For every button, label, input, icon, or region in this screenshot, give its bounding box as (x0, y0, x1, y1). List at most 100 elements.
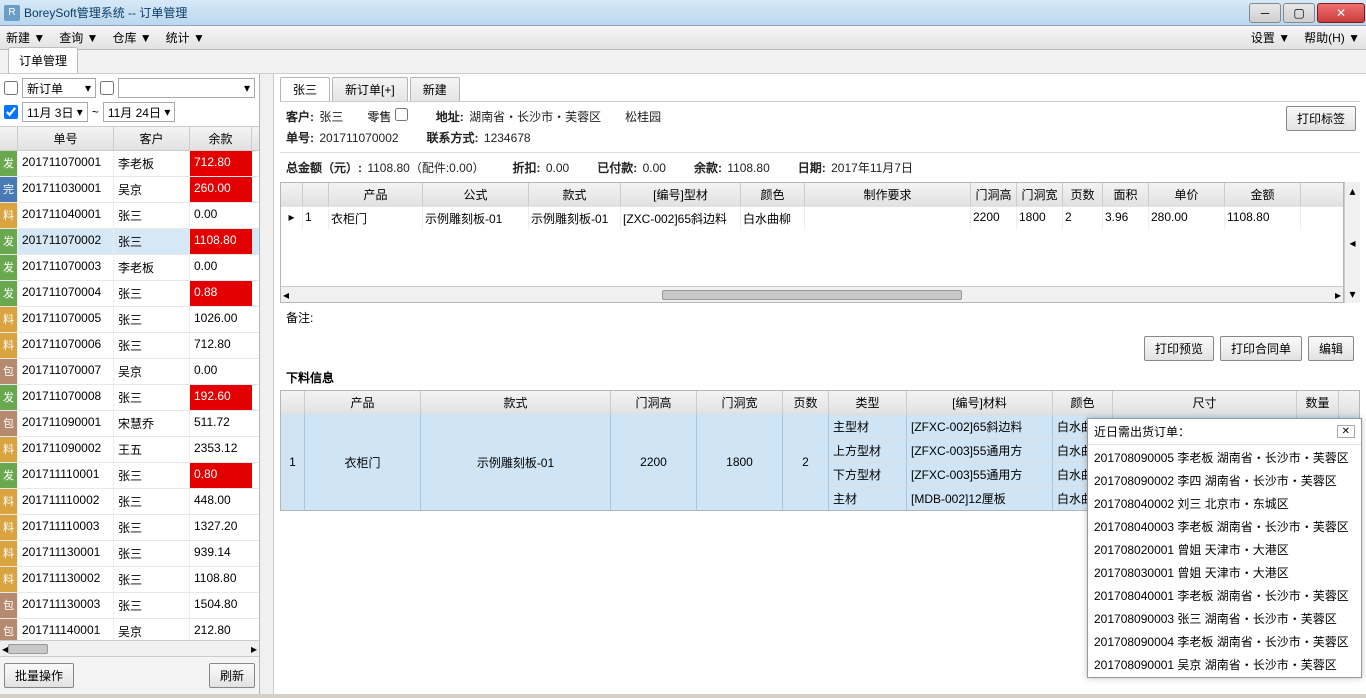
product-row[interactable]: ▸1衣柜门示例雕刻板-01示例雕刻板-01[ZXC-002]65斜边料白水曲柳2… (281, 206, 1343, 230)
menu-stats[interactable]: 统计 ▼ (166, 29, 205, 46)
order-row[interactable]: 发201711070008张三192.60 (0, 385, 259, 411)
order-row[interactable]: 完201711030001吴京260.00 (0, 177, 259, 203)
order-row[interactable]: 发201711070003李老板0.00 (0, 255, 259, 281)
batch-button[interactable]: 批量操作 (4, 663, 74, 688)
lbl-discount: 折扣: (513, 161, 541, 175)
material-grid-header: 产品款式门洞高门洞宽页数类型[编号]材料颜色尺寸数量 (281, 391, 1359, 414)
subtab-new-order[interactable]: 新订单[+] (332, 77, 408, 101)
menu-warehouse[interactable]: 仓库 ▼ (112, 29, 151, 46)
subtab-customer[interactable]: 张三 (280, 77, 330, 101)
order-row[interactable]: 包201711140001吴京212.80 (0, 619, 259, 640)
val-retail: 零售 (367, 110, 391, 124)
popup-item[interactable]: 201708040002 刘三 北京市・东城区 (1094, 495, 1355, 512)
col-bal-header: 余款 (190, 127, 252, 150)
product-vscroll[interactable]: ▴◂▾ (1344, 182, 1360, 303)
shipment-popup: 近日需出货订单： ✕ 201708090005 李老板 湖南省・长沙市・芙蓉区 2… (1087, 418, 1362, 678)
order-row[interactable]: 料201711130001张三939.14 (0, 541, 259, 567)
menubar: 新建 ▼ 查询 ▼ 仓库 ▼ 统计 ▼ 设置 ▼ 帮助(H) ▼ (0, 26, 1366, 50)
filter-extra-combo[interactable]: ▾ (118, 78, 255, 98)
popup-item[interactable]: 201708090001 吴京 湖南省・长沙市・芙蓉区 (1094, 656, 1355, 673)
refresh-button[interactable]: 刷新 (209, 663, 255, 688)
date-filter-check[interactable] (4, 105, 18, 119)
val-paid: 0.00 (643, 161, 666, 175)
print-label-button[interactable]: 打印标签 (1286, 106, 1356, 131)
menu-help[interactable]: 帮助(H) ▼ (1304, 29, 1360, 46)
lbl-balance: 余款: (694, 161, 722, 175)
col-cust-header: 客户 (114, 127, 190, 150)
order-row[interactable]: 料201711090002王五2353.12 (0, 437, 259, 463)
order-list[interactable]: 发201711070001李老板712.80完201711030001吴京260… (0, 151, 259, 640)
order-row[interactable]: 料201711070005张三1026.00 (0, 307, 259, 333)
filter-combo-label: 新订单 (27, 80, 63, 97)
page-tabs: 订单管理 (0, 50, 1366, 74)
popup-item[interactable]: 201708090003 张三 湖南省・长沙市・芙蓉区 (1094, 610, 1355, 627)
maximize-button[interactable]: ▢ (1283, 3, 1315, 23)
subtabs: 张三 新订单[+] 新建 (280, 78, 1360, 102)
popup-item[interactable]: 201708030001 曾姐 天津市・大港区 (1094, 564, 1355, 581)
order-row[interactable]: 料201711110003张三1327.20 (0, 515, 259, 541)
sidebar-hscroll[interactable]: ◂▸ (0, 640, 259, 656)
popup-item[interactable]: 201708090002 李四 湖南省・长沙市・芙蓉区 (1094, 472, 1355, 489)
print-preview-button[interactable]: 打印预览 (1144, 336, 1214, 361)
lbl-date: 日期: (798, 161, 826, 175)
lbl-customer: 客户: (286, 110, 314, 124)
popup-close-button[interactable]: ✕ (1337, 425, 1355, 438)
filter-check-2[interactable] (100, 81, 114, 95)
filter-status-combo[interactable]: 新订单▾ (22, 78, 96, 98)
date-to[interactable]: 11月 24日 ▾ (103, 102, 176, 122)
action-row: 打印预览 打印合同单 编辑 (280, 332, 1360, 365)
order-row[interactable]: 包201711130003张三1504.80 (0, 593, 259, 619)
menu-settings[interactable]: 设置 ▼ (1251, 29, 1290, 46)
subtab-new[interactable]: 新建 (410, 77, 460, 101)
popup-item[interactable]: 201708040001 李老板 湖南省・长沙市・芙蓉区 (1094, 587, 1355, 604)
tab-order-mgmt[interactable]: 订单管理 (8, 47, 78, 73)
order-row[interactable]: 发201711070002张三1108.80 (0, 229, 259, 255)
lbl-total: 总金额（元）: (286, 161, 362, 175)
order-row[interactable]: 料201711110002张三448.00 (0, 489, 259, 515)
date-from-value: 11月 3日 (27, 104, 73, 121)
filter-check-1[interactable] (4, 81, 18, 95)
print-contract-button[interactable]: 打印合同单 (1220, 336, 1302, 361)
order-row[interactable]: 包201711090001宋慧乔511.72 (0, 411, 259, 437)
val-customer: 张三 (319, 110, 343, 124)
lower-title: 下料信息 (280, 365, 1360, 390)
popup-title: 近日需出货订单： (1094, 423, 1190, 440)
order-row[interactable]: 料201711070006张三712.80 (0, 333, 259, 359)
val-total: 1108.80（配件:0.00） (367, 161, 484, 175)
val-addr: 湖南省・长沙市・芙蓉区 松桂园 (469, 110, 661, 124)
popup-item[interactable]: 201708090004 李老板 湖南省・长沙市・芙蓉区 (1094, 633, 1355, 650)
close-button[interactable]: ✕ (1317, 3, 1365, 23)
order-row[interactable]: 料201711130002张三1108.80 (0, 567, 259, 593)
splitter[interactable] (260, 74, 274, 694)
date-from[interactable]: 11月 3日 ▾ (22, 102, 88, 122)
val-balance: 1108.80 (727, 161, 770, 175)
col-order-header: 单号 (18, 127, 114, 150)
product-grid-header: 产品公式款式[编号]型材颜色制作要求门洞高门洞宽页数面积单价金额 (281, 183, 1343, 206)
sidebar: 新订单▾ ▾ 11月 3日 ▾ ~ 11月 24日 ▾ 单号 客户 余款 发20… (0, 74, 260, 694)
popup-item[interactable]: 201708090005 李老板 湖南省・长沙市・芙蓉区 (1094, 449, 1355, 466)
minimize-button[interactable]: ─ (1249, 3, 1281, 23)
popup-item[interactable]: 201708040003 李老板 湖南省・长沙市・芙蓉区 (1094, 518, 1355, 535)
lbl-remark: 备注: (286, 311, 313, 325)
val-date: 2017年11月7日 (831, 161, 913, 175)
order-row[interactable]: 料201711040001张三0.00 (0, 203, 259, 229)
lbl-contact: 联系方式: (427, 131, 479, 145)
product-hscroll[interactable]: ◂▸ (281, 286, 1343, 302)
sidebar-table-header: 单号 客户 余款 (0, 126, 259, 151)
titlebar: R BoreySoft管理系统 -- 订单管理 ─ ▢ ✕ (0, 0, 1366, 26)
order-row[interactable]: 发201711110001张三0.80 (0, 463, 259, 489)
material-left-block: 1衣柜门示例雕刻板-01220018002 (281, 414, 829, 510)
menu-new[interactable]: 新建 ▼ (6, 29, 45, 46)
date-to-value: 11月 24日 (108, 104, 161, 121)
lbl-paid: 已付款: (597, 161, 637, 175)
edit-button[interactable]: 编辑 (1308, 336, 1354, 361)
lbl-addr: 地址: (436, 110, 464, 124)
order-row[interactable]: 发201711070004张三0.88 (0, 281, 259, 307)
date-tilde: ~ (92, 105, 99, 119)
retail-check[interactable] (395, 108, 408, 121)
order-row[interactable]: 发201711070001李老板712.80 (0, 151, 259, 177)
order-header: 客户: 张三 零售 地址: 湖南省・长沙市・芙蓉区 松桂园 单号: 201711… (280, 102, 1360, 153)
order-row[interactable]: 包201711070007吴京0.00 (0, 359, 259, 385)
menu-query[interactable]: 查询 ▼ (59, 29, 98, 46)
popup-item[interactable]: 201708020001 曾姐 天津市・大港区 (1094, 541, 1355, 558)
